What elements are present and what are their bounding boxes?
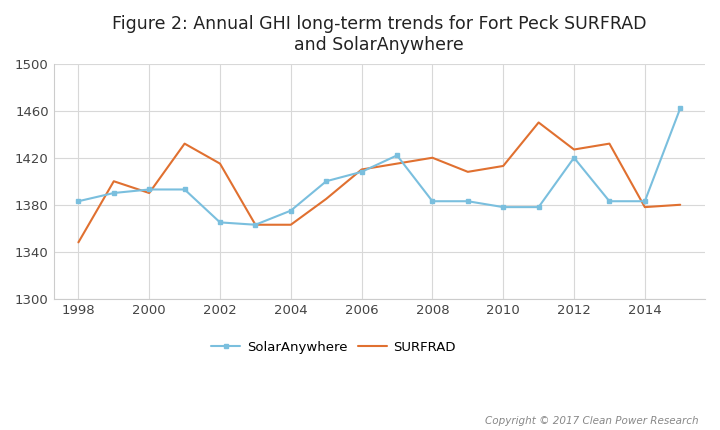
SolarAnywhere — [605, 199, 613, 204]
SURFRAD — [570, 147, 578, 152]
SolarAnywhere — [322, 179, 330, 184]
SolarAnywhere — [145, 187, 153, 192]
SolarAnywhere — [392, 153, 401, 158]
SURFRAD — [676, 202, 685, 207]
Legend: SolarAnywhere, SURFRAD: SolarAnywhere, SURFRAD — [206, 336, 462, 359]
SURFRAD — [322, 197, 330, 202]
SolarAnywhere — [534, 205, 543, 210]
SolarAnywhere — [570, 155, 578, 160]
SolarAnywhere — [676, 106, 685, 111]
SolarAnywhere — [428, 199, 437, 204]
Title: Figure 2: Annual GHI long-term trends for Fort Peck SURFRAD
and SolarAnywhere: Figure 2: Annual GHI long-term trends fo… — [112, 15, 647, 54]
Line: SURFRAD: SURFRAD — [78, 123, 680, 243]
SURFRAD — [145, 190, 153, 196]
SolarAnywhere — [180, 187, 189, 192]
SURFRAD — [534, 120, 543, 125]
SURFRAD — [216, 161, 225, 166]
SURFRAD — [287, 222, 295, 227]
SURFRAD — [428, 155, 437, 160]
SURFRAD — [357, 167, 366, 172]
SolarAnywhere — [641, 199, 649, 204]
SolarAnywhere — [109, 190, 118, 196]
SURFRAD — [605, 141, 613, 146]
Text: Copyright © 2017 Clean Power Research: Copyright © 2017 Clean Power Research — [485, 416, 698, 426]
SolarAnywhere — [357, 169, 366, 175]
SolarAnywhere — [251, 222, 260, 227]
Line: SolarAnywhere: SolarAnywhere — [76, 106, 683, 227]
SURFRAD — [74, 240, 83, 245]
SURFRAD — [180, 141, 189, 146]
SURFRAD — [392, 161, 401, 166]
SolarAnywhere — [216, 220, 225, 225]
SURFRAD — [109, 179, 118, 184]
SolarAnywhere — [287, 208, 295, 213]
SURFRAD — [464, 169, 472, 175]
SolarAnywhere — [464, 199, 472, 204]
SolarAnywhere — [74, 199, 83, 204]
SURFRAD — [251, 222, 260, 227]
SURFRAD — [499, 163, 508, 169]
SolarAnywhere — [499, 205, 508, 210]
SURFRAD — [641, 205, 649, 210]
